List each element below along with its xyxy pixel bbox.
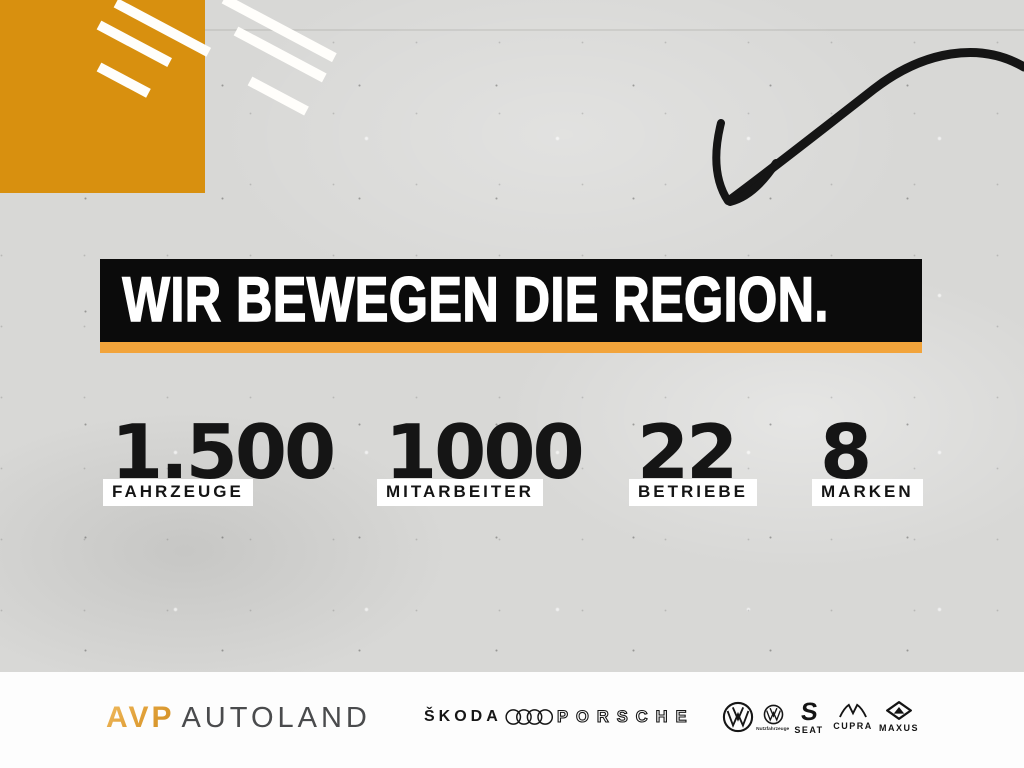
avp-autoland-logo: AVP AUTOLAND <box>106 700 371 736</box>
cupra-logo: CUPRA <box>831 702 875 731</box>
curved-arrow-icon <box>712 48 1024 206</box>
vw-roundel-icon <box>722 701 754 733</box>
cupra-caption: CUPRA <box>833 721 873 731</box>
stat-value: 1.500 <box>111 408 336 496</box>
headline-underline <box>100 342 922 353</box>
stat-betriebe: 22 BETRIEBE <box>629 408 757 506</box>
maxus-shield-icon <box>886 701 912 720</box>
porsche-logo: PORSCHE <box>556 707 695 726</box>
audi-rings-icon <box>505 706 553 728</box>
stat-mitarbeiter: 1000 MITARBEITER <box>377 408 585 506</box>
maxus-caption: MAXUS <box>878 723 919 733</box>
avp-logo-name: AUTOLAND <box>181 701 371 734</box>
maxus-logo: MAXUS <box>875 700 923 733</box>
footer <box>0 672 1024 768</box>
stat-label: MITARBEITER <box>377 479 543 506</box>
skoda-logo: ŠKODA <box>424 708 502 725</box>
headline: WIR BEWEGEN DIE REGION. <box>122 264 829 336</box>
concrete-seam <box>0 29 1024 31</box>
stat-value: 1000 <box>385 408 585 496</box>
seat-caption: SEAT <box>794 725 824 735</box>
vw-roundel-icon <box>763 704 783 725</box>
stat-label: BETRIEBE <box>629 479 757 506</box>
stat-value: 22 <box>637 408 738 496</box>
stat-fahrzeuge: 1.500 FAHRZEUGE <box>103 408 336 506</box>
stat-label: FAHRZEUGE <box>103 479 253 506</box>
stat-marken: 8 MARKEN <box>812 408 923 506</box>
cupra-wings-icon <box>839 703 867 718</box>
vw-nutzfahrzeuge-caption: Nutzfahrzeuge <box>756 726 790 732</box>
avp-logo-prefix: AVP <box>106 701 175 734</box>
vw-nutzfahrzeuge-logo: Nutzfahrzeuge <box>752 704 794 732</box>
stat-value: 8 <box>820 408 872 496</box>
seat-logo: S SEAT <box>787 698 831 735</box>
stat-label: MARKEN <box>812 479 923 506</box>
headline-banner: WIR BEWEGEN DIE REGION. <box>100 259 922 342</box>
seat-s-icon: S <box>799 698 819 726</box>
